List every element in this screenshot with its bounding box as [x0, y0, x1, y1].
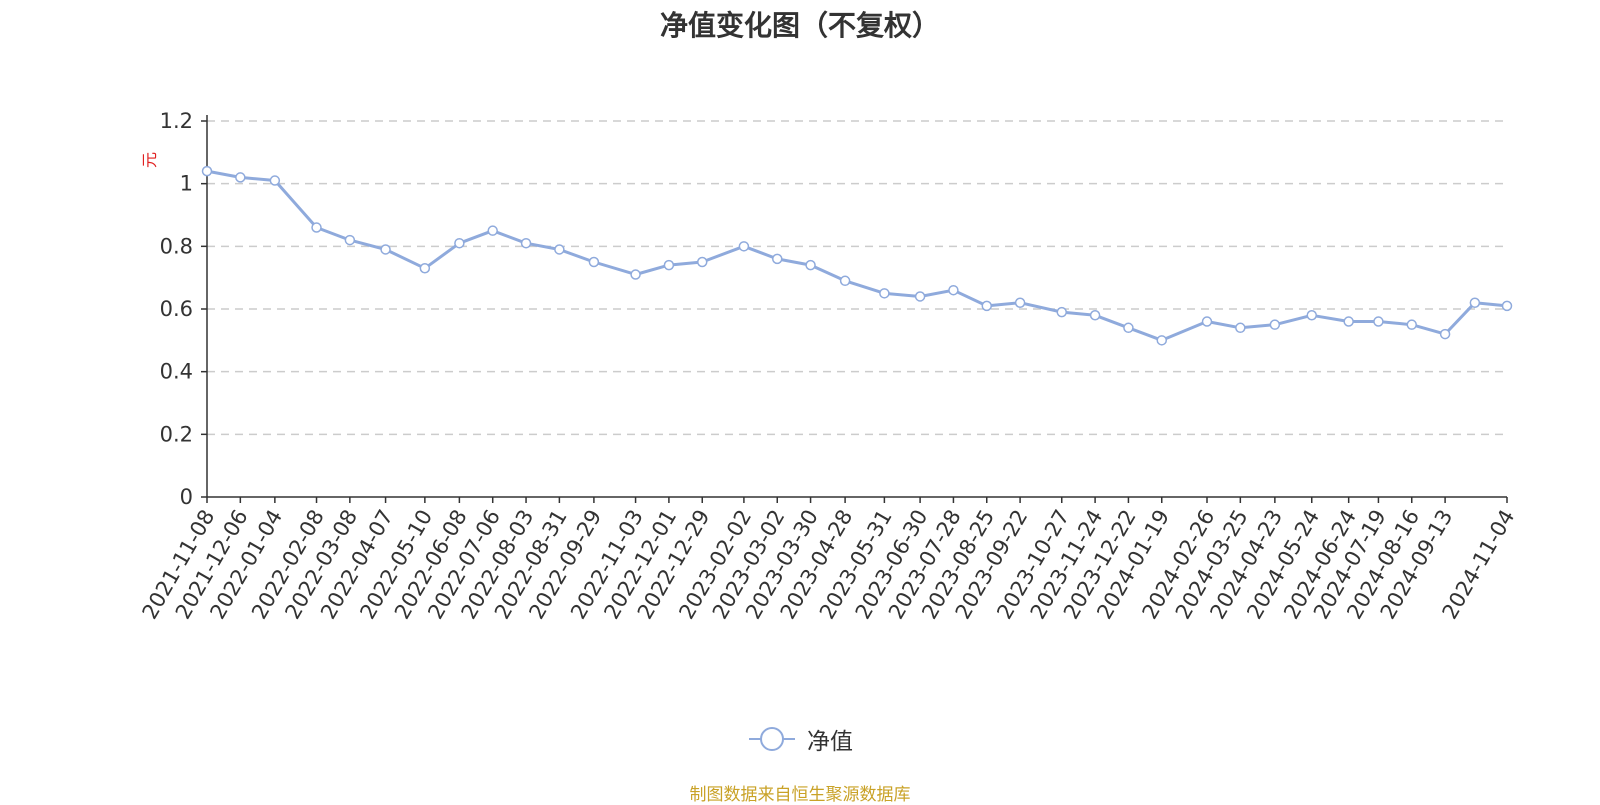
data-point[interactable]	[1439, 328, 1451, 340]
y-tick-label: 0.4	[160, 360, 193, 384]
data-point[interactable]	[1269, 319, 1281, 330]
data-point[interactable]	[380, 244, 391, 255]
data-point[interactable]	[1123, 322, 1134, 334]
data-point[interactable]	[269, 175, 281, 186]
legend-label: 净值	[807, 729, 853, 755]
data-point[interactable]	[454, 237, 465, 249]
legend-item-net-value[interactable]: 净值	[747, 722, 853, 756]
series-layer	[201, 165, 1513, 346]
data-point[interactable]	[235, 172, 246, 183]
data-point[interactable]	[1343, 316, 1354, 327]
data-point[interactable]	[696, 256, 708, 268]
data-point[interactable]	[419, 263, 431, 274]
data-point[interactable]	[1235, 322, 1246, 334]
axes	[201, 115, 1508, 503]
data-point[interactable]	[1056, 306, 1068, 318]
data-point[interactable]	[879, 288, 890, 299]
data-point[interactable]	[520, 237, 532, 249]
y-tick-label: 1.2	[160, 109, 193, 133]
data-point[interactable]	[738, 241, 750, 252]
data-point[interactable]	[588, 256, 600, 268]
data-point[interactable]	[1156, 335, 1168, 346]
data-point[interactable]	[630, 269, 641, 280]
data-point[interactable]	[1406, 319, 1418, 330]
data-point[interactable]	[663, 259, 675, 271]
y-tick-labels: 0 0.2 0.4 0.6 0.8 1 1.2	[160, 109, 193, 509]
x-tick-labels: 2021-11-082021-12-062022-01-042022-02-08…	[138, 506, 1520, 624]
grid-lines	[207, 120, 1507, 436]
source-note: 制图数据来自恒生聚源数据库	[689, 785, 911, 805]
chart-title: 净值变化图（不复权）	[659, 9, 940, 42]
y-tick-label: 1	[180, 172, 193, 196]
data-point[interactable]	[1201, 316, 1213, 327]
data-point[interactable]	[948, 284, 959, 296]
data-point[interactable]	[771, 253, 783, 265]
data-point[interactable]	[1469, 297, 1481, 308]
data-point[interactable]	[1089, 310, 1101, 321]
data-point[interactable]	[805, 259, 816, 271]
data-point[interactable]	[839, 275, 851, 287]
data-point[interactable]	[311, 222, 322, 233]
series-line	[206, 169, 1508, 342]
data-point[interactable]	[914, 291, 926, 302]
data-point[interactable]	[554, 244, 565, 255]
y-tick-label: 0	[180, 485, 193, 509]
legend: 净值	[0, 722, 1600, 756]
data-point[interactable]	[1373, 316, 1384, 327]
data-point[interactable]	[1014, 297, 1026, 308]
data-point[interactable]	[1501, 300, 1513, 312]
data-point[interactable]	[344, 234, 356, 246]
data-point[interactable]	[1306, 310, 1318, 321]
y-tick-label: 0.8	[160, 234, 193, 258]
legend-line-marker-icon	[749, 727, 795, 751]
y-tick-label: 0.2	[160, 422, 193, 446]
data-point[interactable]	[487, 225, 498, 236]
data-point[interactable]	[201, 165, 213, 177]
data-point[interactable]	[981, 300, 993, 312]
y-tick-label: 0.6	[160, 297, 193, 321]
y-axis-label: 元	[140, 152, 159, 168]
